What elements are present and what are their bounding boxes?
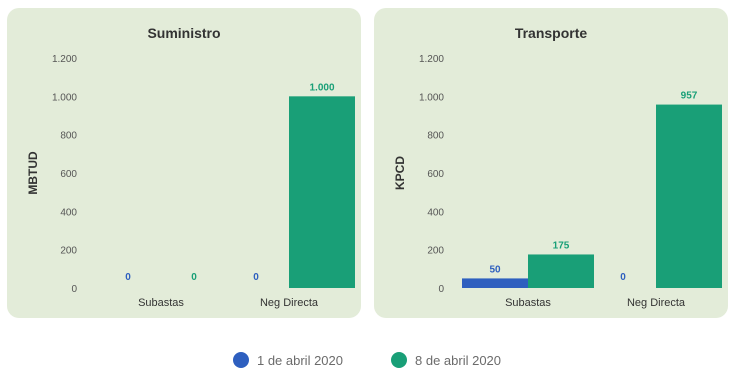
data-label: 957 [681,91,698,102]
data-label: 0 [191,272,197,283]
y-tick-label: 1.200 [52,54,77,65]
legend-item-series-1[interactable]: 1 de abril 2020 [232,352,343,368]
chart-legend: 1 de abril 2020 8 de abril 2020 [0,348,734,372]
y-tick-label: 0 [438,284,444,295]
data-label: 0 [253,272,259,283]
x-tick-label: Neg Directa [627,297,686,309]
data-label: 50 [489,264,501,275]
bar-1[interactable] [462,278,528,288]
legend-item-series-2[interactable]: 8 de abril 2020 [391,352,501,368]
y-tick-label: 200 [427,246,444,257]
data-label: 1.000 [309,82,334,93]
y-tick-label: 600 [427,169,444,180]
data-label: 0 [125,272,131,283]
legend-label-series-2: 8 de abril 2020 [415,352,502,368]
bar-2[interactable] [528,254,594,288]
legend-swatch-series-1 [232,352,249,368]
y-tick-label: 1.000 [419,92,444,103]
chart-panel-suministro: Suministro MBTUD 0 200 400 600 800 1.000 1.200 0 0… [7,8,361,318]
legend-label-series-1: 1 de abril 2020 [256,352,343,368]
y-axis-label: KPCD [393,156,407,190]
y-tick-label: 0 [71,284,77,295]
y-tick-label: 800 [60,131,77,142]
x-tick-label: Neg Directa [260,297,319,309]
bar-2[interactable] [656,104,722,288]
y-tick-label: 1.000 [52,92,77,103]
bar-2[interactable] [289,96,355,288]
x-tick-label: Subastas [505,297,551,309]
chart-panel-transporte: Transporte KPCD 0 200 400 600 800 1.000 1.200 50 1… [374,8,728,318]
y-tick-label: 800 [427,131,444,142]
x-tick-label: Subastas [138,297,184,309]
y-axis-label: MBTUD [26,151,40,195]
y-tick-label: 600 [60,169,77,180]
chart-title: Suministro [147,25,220,41]
y-tick-label: 400 [60,207,77,218]
bar-chart-suministro: Suministro MBTUD 0 200 400 600 800 1.000 1.200 0 0… [26,25,355,309]
y-tick-label: 200 [60,246,77,257]
legend-swatch-series-2 [391,352,407,368]
y-tick-label: 400 [427,207,444,218]
y-tick-label: 1.200 [419,54,444,65]
bar-chart-transporte: Transporte KPCD 0 200 400 600 800 1.000 1.200 50 1… [393,25,722,309]
chart-title: Transporte [515,25,588,41]
data-label: 175 [553,240,570,251]
data-label: 0 [620,272,626,283]
